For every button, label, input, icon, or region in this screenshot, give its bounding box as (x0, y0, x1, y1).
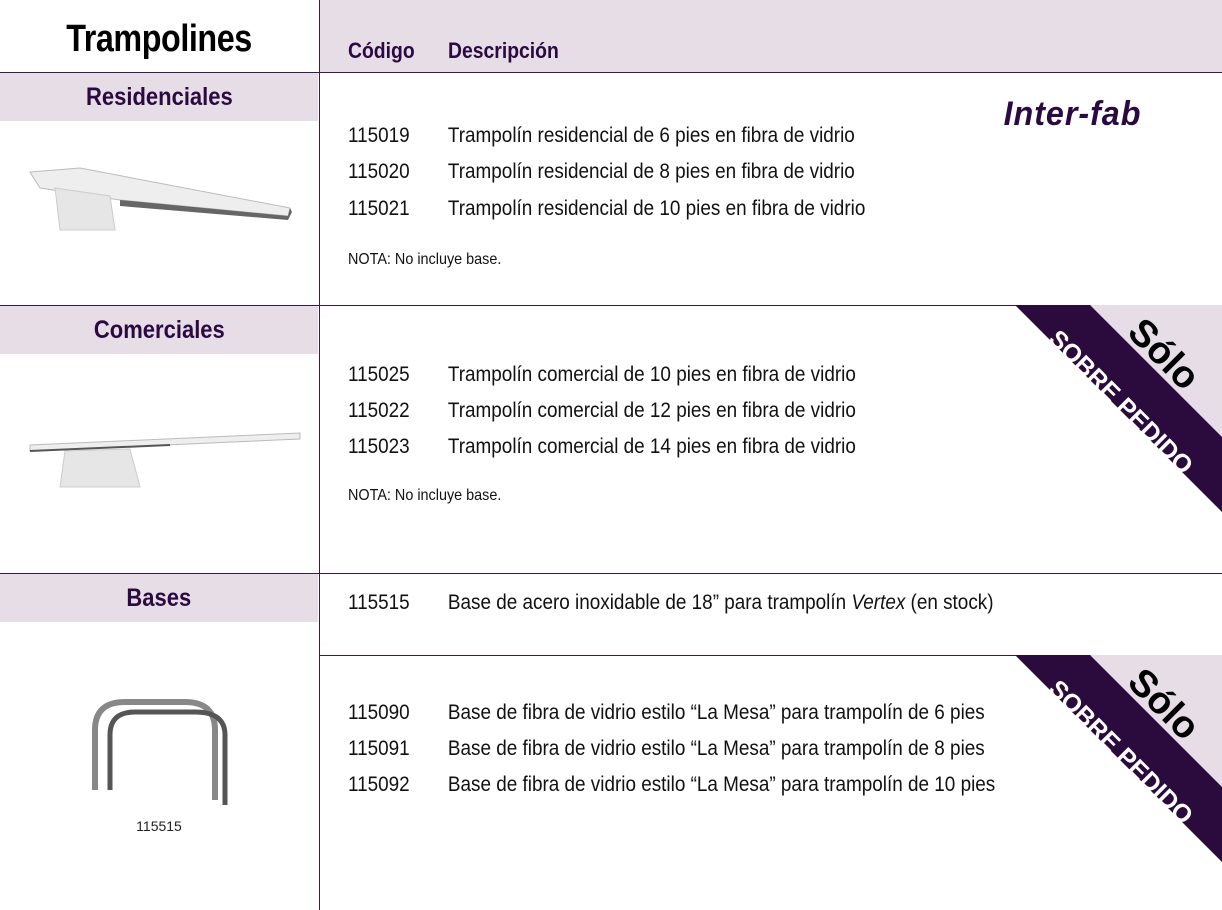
column-divider (319, 0, 320, 910)
list-item: 115019 Trampolín residencial de 6 pies en… (348, 124, 855, 147)
section-label-comerciales: Comerciales (0, 306, 318, 354)
list-item: 115025 Trampolín comercial de 10 pies en … (348, 363, 856, 386)
list-item: 115020 Trampolín residencial de 8 pies en… (348, 160, 855, 183)
page-title: Trampolines (66, 18, 252, 60)
list-item: 115092 Base de fibra de vidrio estilo “La… (348, 773, 996, 796)
list-item: 115515 Base de acero inoxidable de 18” pa… (348, 591, 994, 614)
list-item: 115090 Base de fibra de vidrio estilo “La… (348, 701, 985, 724)
list-item: 115022 Trampolín comercial de 12 pies en … (348, 399, 856, 422)
column-header-code: Código (348, 38, 415, 63)
divider (0, 573, 1222, 574)
image-caption: 115515 (136, 818, 182, 834)
header-band (320, 0, 1222, 72)
divider (0, 305, 1222, 306)
section-label-bases: Bases (0, 574, 318, 622)
steel-base-image (92, 699, 228, 805)
divider (320, 655, 1222, 656)
list-item: 115023 Trampolín comercial de 14 pies en … (348, 435, 856, 458)
note: NOTA: No incluye base. (348, 487, 502, 504)
list-item: 115021 Trampolín residencial de 10 pies e… (348, 197, 866, 220)
residential-board-image (29, 167, 292, 231)
special-order-banner: Sólo SOBRE PEDIDO (1015, 655, 1222, 862)
section-label-residenciales: Residenciales (0, 73, 318, 121)
inter-fab-logo: Inter-fab (1003, 95, 1142, 133)
divider (0, 72, 1222, 73)
column-header-description: Descripción (448, 38, 559, 63)
note: NOTA: No incluye base. (348, 251, 502, 268)
list-item: 115091 Base de fibra de vidrio estilo “La… (348, 737, 985, 760)
special-order-banner: Sólo SOBRE PEDIDO (1015, 305, 1222, 512)
commercial-board-image (29, 432, 301, 488)
